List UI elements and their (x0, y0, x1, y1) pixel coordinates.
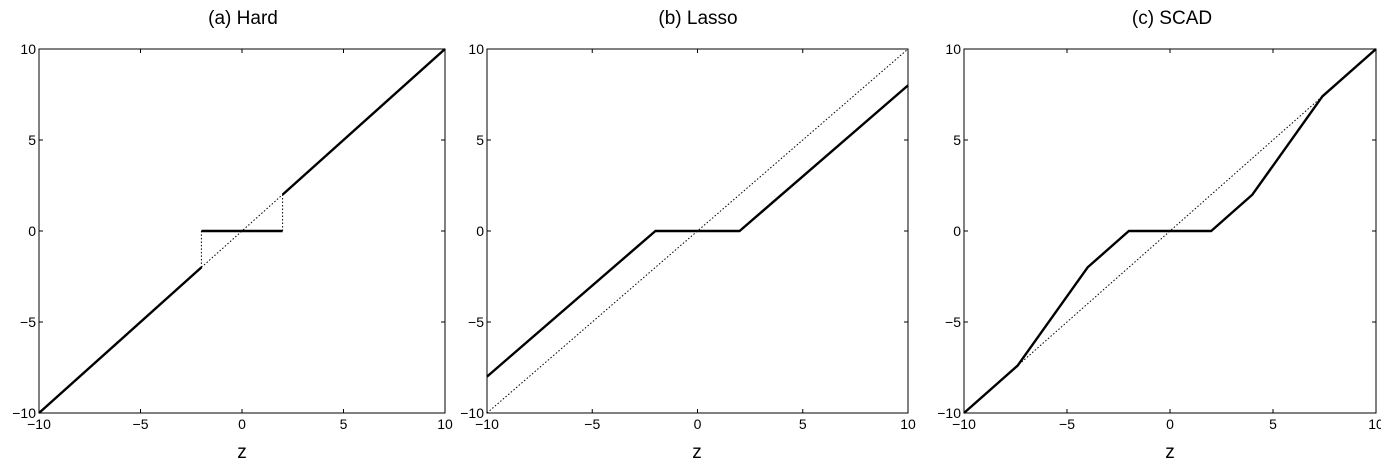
x-tick-label: −10 (952, 416, 976, 432)
series-lines (486, 48, 909, 414)
y-tick-label: −10 (460, 405, 484, 421)
axis-ticks: −10 −5 0 5 10 −10 −5 0 5 10 (937, 41, 1381, 432)
x-axis-label: z (1165, 442, 1175, 463)
y-tick-label: −5 (945, 314, 961, 330)
threshold-line (38, 266, 203, 414)
x-tick-label: 10 (437, 416, 453, 432)
series-lines (38, 48, 446, 414)
x-axis-label: z (692, 442, 702, 463)
axis-ticks: −10 −5 0 5 10 −10 −5 0 5 10 (460, 41, 916, 432)
axis-ticks: −10 −5 0 5 10 −10 −5 0 5 10 (12, 41, 453, 432)
series-lines (963, 48, 1377, 414)
y-tick-label: −10 (937, 405, 961, 421)
y-tick-label: 0 (476, 223, 484, 239)
y-tick-label: −10 (12, 405, 36, 421)
y-tick-label: 5 (28, 132, 36, 148)
panel-hard: (a) Hard −10 −5 0 5 10 −10 −5 0 5 10 z (12, 8, 453, 463)
x-tick-label: 5 (340, 416, 348, 432)
y-tick-label: −5 (20, 314, 36, 330)
x-tick-label: 0 (238, 416, 246, 432)
x-tick-label: 10 (1368, 416, 1381, 432)
y-tick-label: 0 (953, 223, 961, 239)
threshold-line (281, 48, 446, 196)
y-tick-label: −5 (468, 314, 484, 330)
y-tick-label: 10 (20, 41, 36, 57)
y-tick-label: 10 (468, 41, 484, 57)
x-tick-label: −5 (133, 416, 149, 432)
panel-scad: (c) SCAD −10 −5 0 5 10 −10 −5 0 5 10 z (937, 8, 1381, 463)
x-tick-label: 0 (1166, 416, 1174, 432)
x-tick-label: 5 (1269, 416, 1277, 432)
x-tick-label: −10 (27, 416, 51, 432)
threshold-line (963, 48, 1377, 414)
y-tick-label: 5 (953, 132, 961, 148)
panel-title: (c) SCAD (1132, 8, 1212, 29)
panel-title: (a) Hard (208, 8, 278, 29)
x-tick-label: 0 (694, 416, 702, 432)
panel-title: (b) Lasso (658, 8, 737, 29)
x-tick-label: −5 (584, 416, 600, 432)
y-tick-label: 5 (476, 132, 484, 148)
panel-lasso: (b) Lasso −10 −5 0 5 10 −10 −5 0 5 10 z (460, 8, 916, 463)
reference-line (201, 194, 283, 268)
y-tick-label: 10 (945, 41, 961, 57)
x-tick-label: 5 (799, 416, 807, 432)
y-tick-label: 0 (28, 223, 36, 239)
threshold-line (486, 84, 909, 378)
x-tick-label: 10 (900, 416, 916, 432)
x-tick-label: −10 (475, 416, 499, 432)
x-axis-label: z (237, 442, 247, 463)
reference-line (963, 48, 1377, 414)
x-tick-label: −5 (1059, 416, 1075, 432)
